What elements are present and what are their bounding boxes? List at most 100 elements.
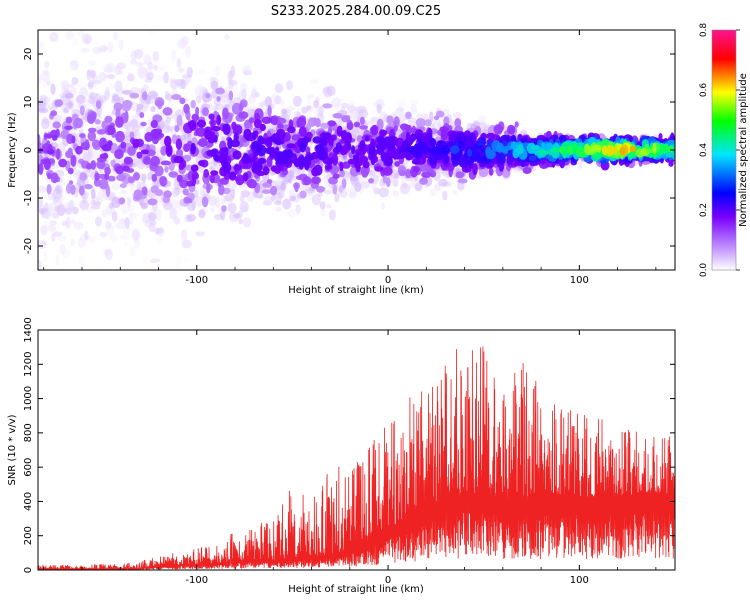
- spectrogram-cell: [273, 138, 282, 145]
- spectrogram-cell: [295, 204, 301, 215]
- spectrogram-cell: [472, 163, 478, 176]
- spectrogram-y-tick-label: 20: [23, 48, 34, 61]
- spectrogram-cell: [539, 150, 550, 156]
- spectrogram-cell: [121, 122, 131, 129]
- spectrogram-cell: [148, 212, 157, 222]
- spectrogram-cell: [354, 153, 360, 161]
- spectrogram-cell: [346, 122, 354, 131]
- spectrogram-cell: [382, 166, 393, 176]
- spectrogram-cell: [233, 213, 241, 219]
- spectrogram-cell: [216, 114, 221, 126]
- spectrogram-cell: [227, 202, 237, 214]
- spectrogram-cell: [507, 124, 516, 135]
- spectrogram-cell: [503, 145, 513, 151]
- spectrogram-cell: [109, 234, 118, 242]
- spectrogram-cell: [73, 117, 83, 129]
- spectrogram-cell: [87, 147, 93, 155]
- spectrogram-cell: [185, 45, 192, 58]
- spectrogram-cell: [46, 184, 52, 195]
- spectrogram-cell: [610, 146, 618, 155]
- spectrogram-cell: [348, 192, 357, 199]
- spectrogram-cell: [442, 190, 448, 201]
- spectrogram-cell: [50, 185, 55, 191]
- spectrogram-cell: [221, 205, 227, 212]
- spectrogram-cell: [265, 147, 273, 155]
- spectrogram-cell: [105, 220, 112, 230]
- spectrogram-cell: [181, 239, 192, 249]
- spectrogram-cell: [232, 85, 240, 94]
- spectrogram-cell: [375, 143, 385, 150]
- spectrogram-cell: [78, 185, 85, 196]
- spectrogram-cell: [278, 190, 285, 199]
- spectrogram-cell: [486, 132, 496, 140]
- spectrogram-cell: [65, 216, 71, 229]
- spectrogram-cell: [210, 148, 220, 158]
- spectrogram-cell: [79, 105, 85, 116]
- snr-series-line: [38, 346, 675, 570]
- spectrogram-cell: [227, 180, 238, 191]
- spectrogram-cell: [238, 138, 244, 148]
- spectrogram-cell: [171, 94, 182, 100]
- spectrogram-cell: [416, 132, 423, 143]
- spectrogram-cell: [127, 176, 135, 184]
- spectrogram-y-tick-label: -10: [23, 190, 34, 206]
- spectrogram-cell: [397, 99, 406, 110]
- spectrogram-cell: [443, 108, 450, 115]
- spectrogram-cell: [471, 147, 479, 159]
- spectrogram-cell: [38, 163, 44, 175]
- spectrogram-cell: [191, 175, 197, 187]
- spectrogram-cell: [150, 119, 158, 129]
- spectrogram-cell: [213, 134, 218, 143]
- spectrogram-cell: [109, 82, 115, 91]
- spectrogram-cell: [52, 212, 60, 219]
- spectrogram-cell: [63, 107, 69, 114]
- spectrogram-cell: [190, 99, 196, 109]
- spectrogram-cell: [113, 102, 123, 112]
- spectrogram-cell: [421, 171, 432, 178]
- spectrogram-cell: [96, 160, 106, 170]
- spectrogram-cell: [156, 209, 162, 221]
- spectrogram-cell: [230, 65, 236, 78]
- spectrogram-cell: [165, 93, 173, 101]
- spectrogram-cell: [429, 138, 437, 148]
- spectrogram-cell: [142, 256, 148, 266]
- spectrogram-cell: [222, 157, 228, 169]
- spectrogram-cell: [412, 158, 421, 165]
- spectrogram-cell: [597, 144, 602, 153]
- spectrogram-cell: [183, 103, 190, 114]
- spectrogram-cell: [392, 190, 399, 197]
- spectrogram-cell: [228, 90, 234, 101]
- spectrogram-cell: [222, 107, 229, 120]
- spectrogram-cell: [38, 260, 43, 270]
- spectrogram-cell: [398, 170, 406, 177]
- spectrogram-cell: [99, 153, 109, 160]
- spectrogram-cell: [368, 178, 375, 184]
- snr-frame: [37, 329, 676, 571]
- spectrogram-cell: [133, 189, 143, 201]
- spectrogram-cell: [50, 110, 58, 117]
- spectrogram-cell: [80, 141, 90, 151]
- spectrogram-cell: [185, 79, 190, 86]
- spectrogram-cell: [658, 133, 663, 141]
- spectrogram-cell: [428, 153, 438, 166]
- spectrogram-cell: [91, 188, 96, 200]
- spectrogram-cell: [130, 119, 138, 128]
- spectrogram-cell: [576, 147, 585, 157]
- spectrogram-cell: [359, 181, 370, 190]
- spectrogram-cell: [136, 103, 144, 110]
- spectrogram-cell: [56, 204, 66, 216]
- spectrogram-cell: [84, 230, 89, 240]
- spectrogram-cell: [522, 167, 532, 174]
- colorbar-tick-label: 0.8: [699, 23, 709, 38]
- spectrogram-cell: [90, 205, 101, 210]
- spectrogram-cell: [296, 117, 307, 128]
- spectrogram-cell: [115, 116, 124, 128]
- spectrogram-cell: [124, 217, 130, 229]
- spectrogram-cell: [174, 125, 180, 132]
- snr-x-ticks: -100 0 100: [43, 330, 657, 586]
- spectrogram-cell: [69, 83, 74, 88]
- spectrogram-cell: [160, 160, 171, 166]
- spectrogram-cell: [139, 112, 145, 119]
- spectrogram-cell: [164, 166, 169, 173]
- spectrogram-cell: [66, 183, 72, 195]
